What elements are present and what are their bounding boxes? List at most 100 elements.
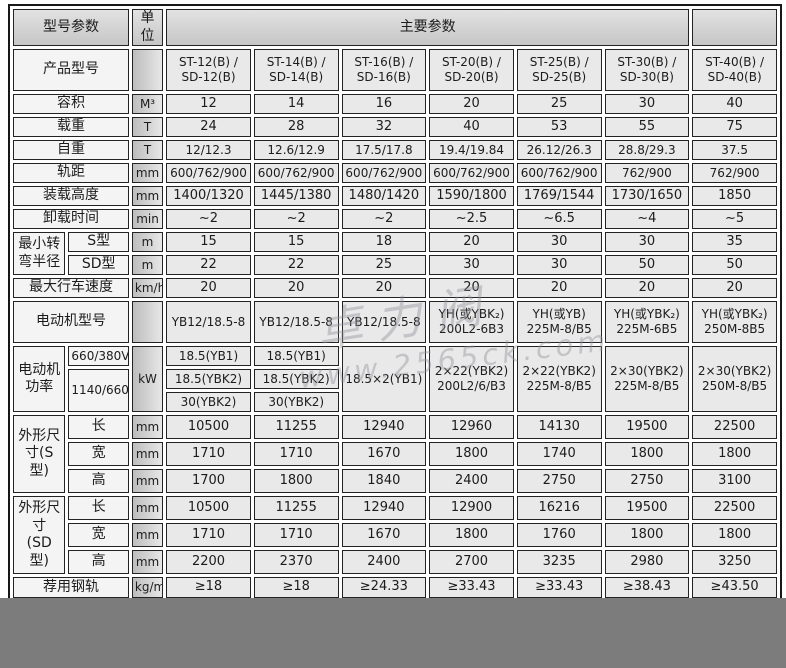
power-cell: 18.5(YB1) [253,346,339,366]
model-line: ST-30(B) / [617,55,677,69]
value-cell: 3100 [692,469,777,493]
sub-label-voltage-1140-660: 1140/660V [68,369,129,412]
value-cell: ≥33.43 [429,577,514,598]
gray-footer-band [0,598,786,668]
header-unit: 单位 [131,9,164,46]
value-cell: ≥43.50 [692,577,777,598]
value-cell: 600/762/900 [429,163,514,183]
value-cell: 2370 [253,550,339,574]
value-cell: 30 [516,232,602,252]
power-cell: 30(YBK2) [253,392,339,412]
value-cell: 17.5/17.8 [341,140,427,160]
model-line: ST-16(B) / [354,55,414,69]
value-cell: 1840 [341,469,427,493]
row-label: 荐用钢轨 [13,577,129,598]
value-cell: 1740 [516,442,602,466]
unit-cell: mm [131,186,164,206]
power-line: 2×22(YBK2) [522,364,596,378]
value-cell: 20 [429,94,514,114]
row-product-model: 产品型号 ST-12(B) / SD-12(B) ST-14(B) / SD-14(… [13,49,777,91]
value-cell: 20 [692,278,777,298]
value-cell: 37.5 [692,140,777,160]
value-cell: 15 [253,232,339,252]
value-cell: 19500 [604,415,690,439]
power-line: 2×30(YBK2) [610,364,684,378]
value-cell: 1710 [253,442,339,466]
value-cell: ≥38.43 [604,577,690,598]
value-cell: 2400 [341,550,427,574]
value-cell: 12.6/12.9 [253,140,339,160]
value-cell: 50 [692,255,777,275]
value-cell: 28 [253,117,339,137]
spec-table: 型号参数 单位 主要参数 产品型号 ST-12(B) / SD-12(B) ST-… [10,6,780,634]
row-label: 装载高度 [13,186,129,206]
row-dims-s-width: 宽 mm 1710 1710 1670 1800 1740 1800 1800 [13,442,777,466]
row-dims-s-length: 外形尺 寸(S型) 长 mm 10500 11255 12940 12960 14… [13,415,777,493]
value-cell: 2400 [429,469,514,493]
value-cell: 22 [253,255,339,275]
unit-cell: T [131,140,164,160]
value-cell: ~2 [166,209,251,229]
power-line: 225M-8/B5 [526,379,592,393]
model-line: SD-30(B) [619,70,674,84]
value-cell: 1400/1320 [166,186,251,206]
row-dims-sd-length: 外形尺寸 (SD 型) 长 mm 10500 11255 12940 12900 1… [13,496,777,574]
value-cell: 40 [692,94,777,114]
unit-cell: kW [131,346,164,412]
label-line: 寸(S型) [25,445,54,479]
model-line: SD-25(B) [532,70,587,84]
row-capacity: 容积 M³ 12 14 16 20 25 30 40 [13,94,777,114]
motor-model-line: 250M-8B5 [704,322,766,336]
label-line: 最小转 [18,236,61,252]
value-cell: 20 [166,278,251,298]
value-cell: 20 [604,278,690,298]
sub-label-voltage-660-380: 660/380V [68,346,129,366]
model-line: ST-40(B) / [705,55,765,69]
value-cell: 1800 [604,523,690,547]
power-cell: 18.5×2(YB1) [341,346,427,412]
row-label: 产品型号 [13,49,129,91]
motor-model-cell: YH(或YB) 225M-8/B5 [516,301,602,343]
value-cell: 600/762/900 [253,163,339,183]
sub-label-length: 长 [68,415,129,439]
unit-cell [131,301,164,343]
row-motor-power-1: 电动机 功率 660/380V kW 18.5(YB1) 18.5(YB1) 18… [13,346,777,412]
value-cell: 1710 [166,523,251,547]
value-cell: 1710 [166,442,251,466]
sub-label-s-type: S型 [68,232,129,252]
row-turning-radius-sd: SD型 m 22 22 25 30 30 50 50 [13,255,777,275]
value-cell: ~6.5 [516,209,602,229]
value-cell: 1710 [253,523,339,547]
value-cell: 762/900 [692,163,777,183]
power-cell: 18.5(YBK2) [166,369,251,389]
value-cell: 53 [516,117,602,137]
model-line: ST-12(B) / [179,55,238,69]
value-cell: 1769/1544 [516,186,602,206]
value-cell: ≥18 [166,577,251,598]
row-self-weight: 自重 T 12/12.3 12.6/12.9 17.5/17.8 19.4/19… [13,140,777,160]
power-line: 2×30(YBK2) [697,364,772,378]
row-label: 轨距 [13,163,129,183]
header-main-params: 主要参数 [166,9,690,46]
model-line: SD-40(B) [707,70,762,84]
row-dims-sd-height: 高 mm 2200 2370 2400 2700 3235 2980 3250 [13,550,777,574]
value-cell: 18 [341,232,427,252]
value-cell: 3235 [516,550,602,574]
value-cell: 1800 [604,442,690,466]
value-cell: 28.8/29.3 [604,140,690,160]
row-label: 卸载时间 [13,209,129,229]
motor-model-line: 225M-8/B5 [526,322,592,336]
model-cell: ST-14(B) / SD-14(B) [253,49,339,91]
row-label-dims-sd: 外形尺寸 (SD 型) [13,496,66,574]
row-load: 载重 T 24 28 32 40 53 55 75 [13,117,777,137]
label-line: (SD [26,535,52,551]
power-cell: 18.5(YB1) [166,346,251,366]
value-cell: 55 [604,117,690,137]
value-cell: 12960 [429,415,514,439]
motor-model-line: 225M-6B5 [616,322,678,336]
motor-model-line: YH(或YBK₂) [613,307,680,321]
unit-cell: M³ [131,94,164,114]
label-line: 型) [29,552,49,569]
motor-model-line: 200L2-6B3 [438,322,505,336]
